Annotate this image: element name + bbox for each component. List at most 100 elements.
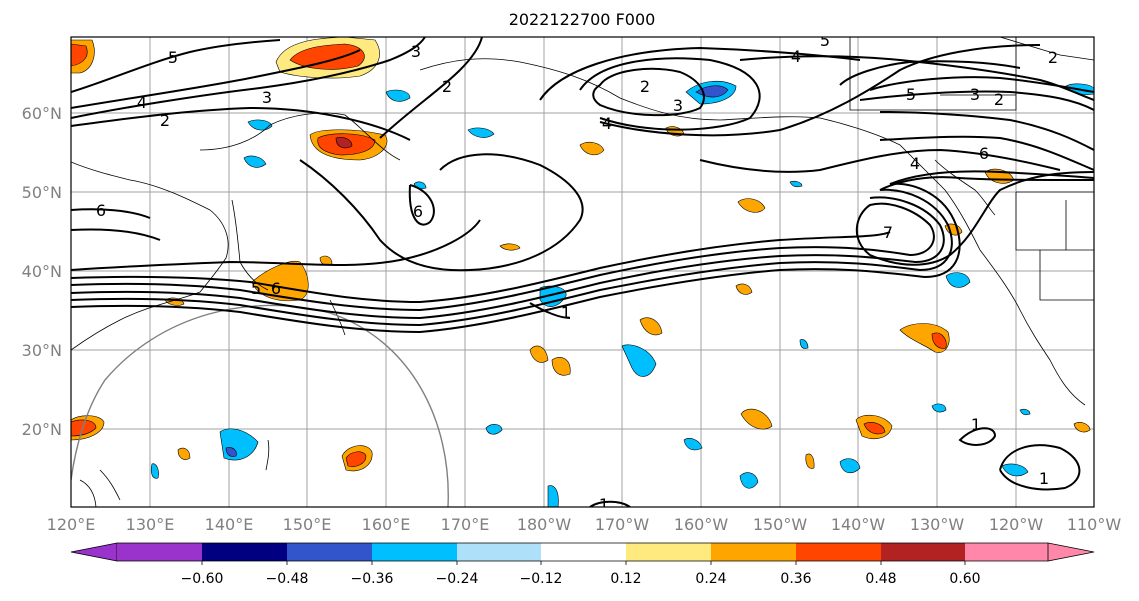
lon-label: 110°W	[1067, 515, 1122, 534]
patch-darkred	[335, 137, 353, 149]
patch-red	[863, 422, 886, 435]
figure-title: 2022122700 F000	[509, 10, 656, 29]
patch-blue	[931, 403, 947, 413]
contour-label: 4	[602, 114, 612, 133]
colorbar-tick-label: 0.12	[610, 571, 641, 587]
contour-label: 5	[820, 31, 830, 50]
patch-orange	[177, 447, 191, 460]
contour-label-group: 5 4 3 2 2 2 3 4 5 5 3 2 4 3 2 6 6 6 5 6 …	[96, 31, 1058, 514]
patch-blue	[789, 180, 803, 188]
patch-orange	[551, 357, 571, 376]
lon-label: 120°E	[47, 515, 96, 534]
contour-label: 6	[413, 202, 423, 221]
lat-label: 50°N	[22, 183, 62, 202]
colorbar-arrow-left	[70, 542, 118, 562]
colorbar-bin	[202, 543, 287, 561]
lat-label: 30°N	[22, 341, 62, 360]
lon-label: 170°W	[595, 515, 650, 534]
contour-label: 2	[994, 90, 1004, 109]
patch-blue	[547, 485, 559, 507]
colorbar-tick-label: 0.48	[865, 571, 896, 587]
colorbar-tick-label: 0.36	[780, 571, 811, 587]
lon-label: 150°E	[283, 515, 332, 534]
colorbar-tick-label: 0.24	[695, 571, 726, 587]
lon-label: 130°W	[910, 515, 965, 534]
patch-blue	[247, 119, 273, 131]
patch-orange	[639, 317, 663, 336]
patch-blue	[683, 438, 703, 451]
longitude-labels: 120°E 130°E 140°E 150°E 160°E 170°E 180°…	[47, 515, 1122, 534]
contour-label: 4	[910, 154, 920, 173]
contour-label: 3	[673, 96, 683, 115]
patch-blue	[150, 463, 159, 479]
patch-royal	[225, 447, 237, 457]
lat-label: 60°N	[22, 104, 62, 123]
patch-red	[71, 419, 97, 437]
colorbar: −0.60 −0.48 −0.36 −0.24 −0.12 0.12 0.24 …	[70, 542, 1095, 587]
contour-label: 5	[251, 279, 261, 298]
range-ring	[71, 304, 449, 507]
colorbar-bin	[372, 543, 457, 561]
contour-label: 1	[1039, 469, 1049, 488]
colorbar-outline	[117, 542, 1048, 562]
patch-blue	[739, 472, 759, 489]
patch-blue	[799, 339, 809, 349]
patch-blue	[219, 428, 259, 461]
map-area: 5 4 3 2 2 2 3 4 5 5 3 2 4 3 2 6 6 6 5 6 …	[71, 31, 1094, 514]
patch-orange	[737, 198, 766, 213]
colorbar-tick-label: 0.60	[949, 571, 980, 587]
colorbar-bin	[626, 543, 711, 561]
contour-label: 5	[168, 48, 178, 67]
colorbar-arrow-right	[1047, 542, 1095, 562]
contour-label: 6	[271, 279, 281, 298]
contour-label: 5	[906, 85, 916, 104]
lat-label: 20°N	[22, 420, 62, 439]
patch-orange	[740, 408, 773, 430]
lon-label: 160°W	[674, 515, 729, 534]
colorbar-bin	[287, 543, 372, 561]
colorbar-bin	[881, 543, 965, 561]
patch-orange	[1073, 422, 1091, 433]
contour-label: 7	[883, 223, 893, 242]
colorbar-bin	[117, 543, 202, 561]
patch-blue	[839, 458, 861, 474]
map-frame	[70, 36, 1095, 508]
lon-label: 170°E	[441, 515, 490, 534]
lon-label: 120°W	[989, 515, 1044, 534]
patch-orange	[735, 283, 753, 295]
patch-orange	[579, 141, 605, 156]
lon-label: 180°W	[517, 515, 572, 534]
colorbar-bin	[541, 543, 626, 561]
colorbar-tick-label: −0.12	[520, 571, 563, 587]
colorbar-bin	[965, 543, 1048, 561]
patch-red	[931, 332, 947, 349]
patch-orange	[499, 243, 521, 251]
coastlines	[71, 37, 1094, 507]
patch-orange	[251, 260, 309, 302]
contour-label: 4	[137, 93, 147, 112]
colorbar-tick-label: −0.60	[181, 571, 224, 587]
patch-blue	[539, 285, 567, 307]
contour-label: 1	[971, 415, 981, 434]
patch-blue	[485, 424, 503, 435]
colorbar-tick-label: −0.24	[436, 571, 479, 587]
contour-label: 4	[791, 47, 801, 66]
colorbar-bin	[796, 543, 881, 561]
colorbar-bin	[711, 543, 796, 561]
patch-blue	[945, 272, 971, 288]
contour-label: 1	[599, 495, 609, 514]
lon-label: 130°E	[126, 515, 175, 534]
colorbar-tick-label: −0.48	[266, 571, 309, 587]
contour-label: 3	[262, 88, 272, 107]
contour-label: 2	[1048, 48, 1058, 67]
contour-label: 3	[411, 42, 421, 61]
colorbar-bin	[457, 543, 541, 561]
contour-label: 2	[442, 77, 452, 96]
lon-label: 140°E	[205, 515, 254, 534]
contour-lines	[71, 37, 1094, 507]
lon-label: 160°E	[362, 515, 411, 534]
colorbar-ticks	[201, 561, 966, 565]
colorbar-tick-label: −0.36	[351, 571, 394, 587]
